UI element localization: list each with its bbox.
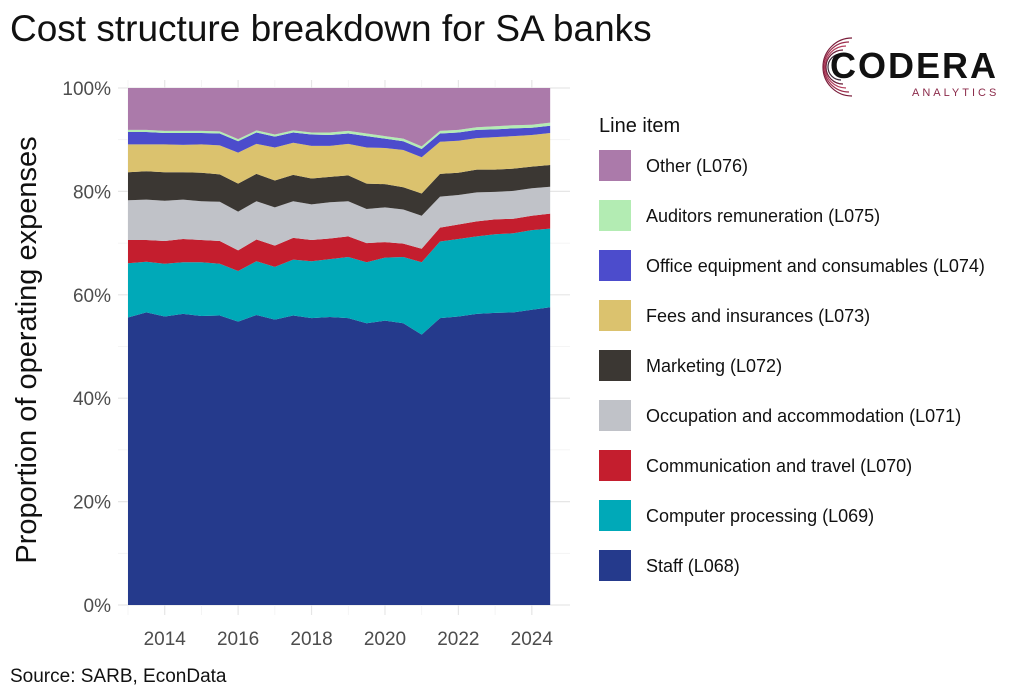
legend-label-fees-and-insurances-l073: Fees and insurances (L073) [646, 306, 870, 326]
area-computer-processing-l069 [128, 228, 551, 335]
legend-swatch-auditors-remuneration-l075 [599, 200, 631, 231]
legend-label-occupation-and-accommodation-l071: Occupation and accommodation (L071) [646, 406, 961, 426]
legend-label-marketing-l072: Marketing (L072) [646, 356, 782, 376]
legend-swatch-staff-l068 [599, 550, 631, 581]
x-tick-label: 2020 [364, 629, 406, 650]
area-office-equipment-and-consumables-l074 [128, 125, 551, 158]
y-tick-label: 60% [73, 286, 111, 307]
y-tick-label: 80% [73, 182, 111, 203]
area-fees-and-insurances-l073 [128, 132, 551, 194]
area-communication-and-travel-l070 [128, 213, 551, 272]
y-axis-title: Proportion of operating expenses [11, 136, 43, 563]
legend-swatch-other-l076 [599, 150, 631, 181]
y-tick-label: 40% [73, 389, 111, 410]
y-tick-label: 0% [84, 596, 112, 617]
source-note: Source: SARB, EconData [10, 666, 227, 687]
legend-label-staff-l068: Staff (L068) [646, 556, 740, 576]
logo-wordmark: CODERA [830, 45, 998, 86]
legend-label-communication-and-travel-l070: Communication and travel (L070) [646, 456, 912, 476]
legend-label-office-equipment-and-consumables-l074: Office equipment and consumables (L074) [646, 256, 985, 276]
codera-logo-mark: CODERA ANALYTICS [822, 37, 999, 99]
x-axis: 2014 2016 2018 2020 2022 2024 [144, 629, 554, 650]
x-tick-label: 2014 [144, 629, 187, 650]
legend-swatch-computer-processing-l069 [599, 500, 631, 531]
x-tick-label: 2024 [511, 629, 554, 650]
legend-title: Line item [599, 115, 680, 137]
legend: Line item Other (L076) Auditors remunerat… [599, 115, 985, 581]
area-other-l076 [128, 88, 551, 147]
codera-logo: CODERA ANALYTICS [812, 30, 1027, 105]
stacked-areas [128, 88, 551, 605]
legend-label-other-l076: Other (L076) [646, 156, 748, 176]
y-tick-label: 20% [73, 493, 111, 514]
legend-swatch-occupation-and-accommodation-l071 [599, 400, 631, 431]
y-axis: 0% 20% 40% 60% 80% 100% [62, 79, 111, 617]
legend-swatch-office-equipment-and-consumables-l074 [599, 250, 631, 281]
chart-title: Cost structure breakdown for SA banks [10, 8, 652, 49]
x-tick-label: 2022 [437, 629, 479, 650]
area-staff-l068 [128, 307, 551, 605]
legend-swatch-communication-and-travel-l070 [599, 450, 631, 481]
legend-label-computer-processing-l069: Computer processing (L069) [646, 506, 874, 526]
x-tick-label: 2018 [290, 629, 332, 650]
logo-subtitle: ANALYTICS [912, 87, 999, 99]
y-tick-label: 100% [62, 79, 111, 100]
area-marketing-l072 [128, 165, 551, 216]
legend-swatch-marketing-l072 [599, 350, 631, 381]
area-occupation-and-accommodation-l071 [128, 186, 551, 251]
legend-swatch-fees-and-insurances-l073 [599, 300, 631, 331]
x-tick-label: 2016 [217, 629, 259, 650]
legend-label-auditors-remuneration-l075: Auditors remuneration (L075) [646, 206, 880, 226]
